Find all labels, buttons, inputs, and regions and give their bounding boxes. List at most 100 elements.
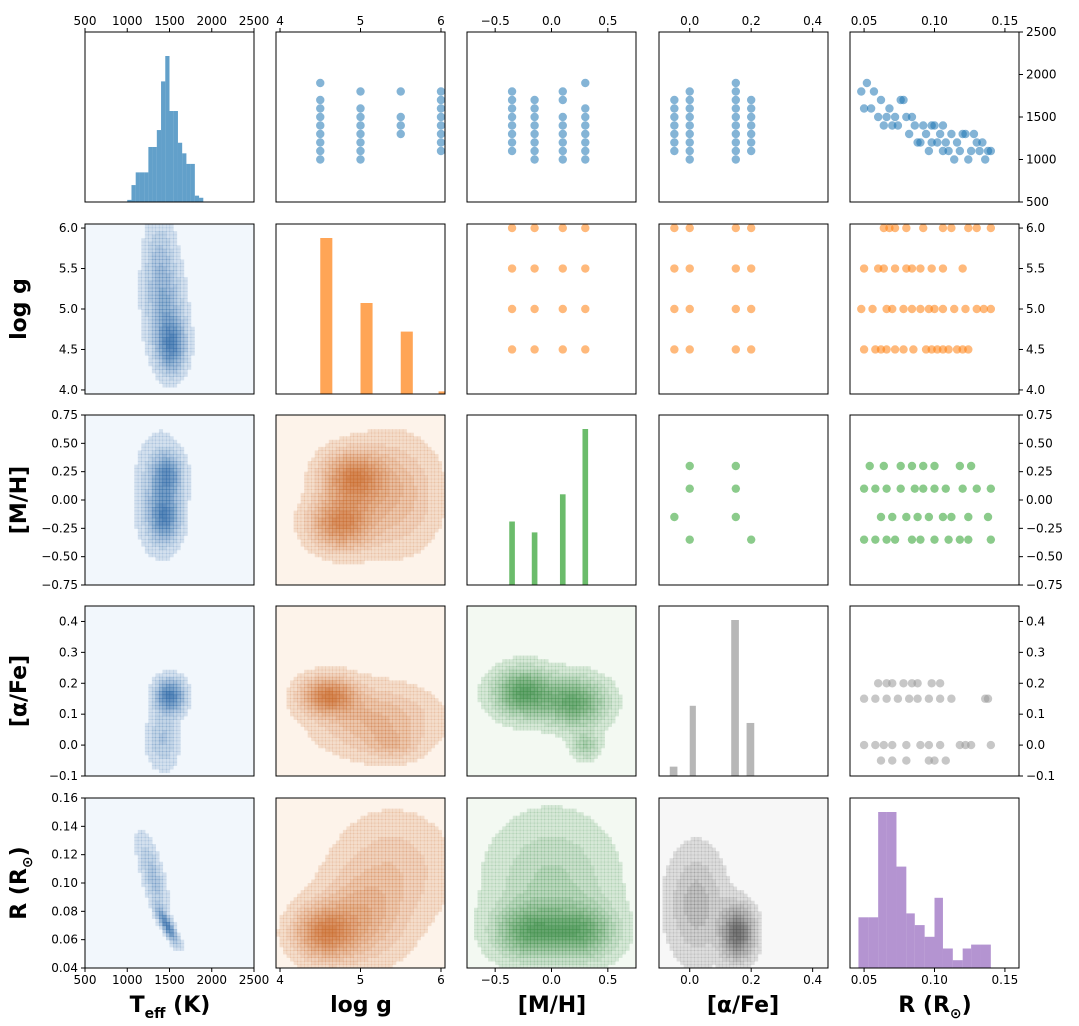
kde-cell — [346, 439, 351, 444]
kde-cell — [173, 538, 178, 544]
hist-bar-logg — [360, 303, 373, 394]
kde-cell — [533, 680, 539, 685]
kde-cell — [307, 669, 312, 674]
kde-cell — [151, 715, 157, 720]
kde-cell — [353, 503, 358, 508]
kde-cell — [512, 655, 517, 660]
kde-cell — [356, 485, 362, 490]
kde-cell — [423, 740, 428, 745]
kde-cell — [558, 726, 563, 731]
kde-cell — [590, 744, 595, 749]
kde-cell — [420, 733, 425, 738]
kde-cell — [311, 485, 316, 490]
kde-cell — [512, 669, 517, 674]
kde-cell — [173, 312, 178, 317]
kde-cell — [165, 489, 171, 494]
kde-cell — [311, 535, 316, 540]
kde-cell — [339, 712, 344, 717]
kde-cell — [173, 737, 178, 742]
kde-cell — [335, 726, 340, 731]
kde-cell — [502, 715, 507, 720]
kde-cell — [158, 255, 164, 261]
kde-cell — [144, 879, 149, 884]
kde-cell — [165, 301, 171, 307]
kde-cell — [148, 255, 153, 261]
kde-cell — [321, 524, 326, 529]
scatter-point-logg — [558, 264, 567, 273]
scatter-point-logg — [670, 224, 679, 233]
scatter-point-teff — [950, 155, 959, 164]
kde-cell — [427, 492, 432, 498]
kde-cell — [151, 340, 157, 346]
kde-cell — [148, 358, 153, 363]
kde-cell — [360, 722, 365, 728]
kde-cell — [392, 439, 397, 444]
kde-cell — [378, 489, 383, 494]
kde-cell — [600, 705, 605, 710]
kde-cell — [530, 719, 535, 724]
kde-cell — [144, 847, 149, 852]
kde-cell — [395, 712, 400, 717]
kde-cell — [155, 475, 160, 480]
kde-cell — [307, 691, 312, 696]
kde-cell — [533, 712, 539, 717]
kde-cell — [318, 446, 323, 452]
kde-cell — [304, 492, 309, 498]
kde-cell — [420, 524, 425, 529]
kde-cell — [406, 758, 411, 763]
kde-cell — [367, 457, 372, 462]
kde-cell — [162, 914, 167, 920]
kde-cell — [600, 708, 605, 713]
kde-cell — [158, 683, 164, 689]
kde-cell — [597, 719, 602, 724]
scatter-point-logg — [731, 224, 741, 233]
kde-cell — [318, 719, 323, 724]
kde-cell — [293, 524, 298, 529]
kde-cell — [530, 683, 535, 689]
kde-cell — [381, 453, 386, 459]
kde-cell — [300, 500, 305, 505]
kde-cell — [314, 489, 319, 494]
kde-cell — [332, 683, 337, 689]
kde-cell — [512, 662, 517, 667]
kde-cell — [367, 546, 372, 551]
kde-cell — [434, 729, 439, 735]
kde-cell — [576, 680, 581, 685]
scatter-point-teff — [924, 146, 934, 156]
kde-cell — [155, 747, 160, 752]
kde-cell — [339, 464, 344, 469]
kde-cell — [430, 471, 436, 476]
kde-cell — [399, 744, 404, 749]
kde-cell — [342, 461, 348, 466]
kde-cell — [342, 694, 348, 699]
kde-cell — [569, 691, 574, 696]
kde-cell — [169, 676, 174, 681]
kde-cell — [158, 485, 164, 490]
scatter-point-logg — [907, 304, 917, 314]
kde-cell — [502, 666, 507, 671]
kde-cell — [162, 726, 167, 731]
kde-cell — [360, 535, 365, 540]
panel-frame — [658, 223, 829, 395]
kde-background — [85, 224, 254, 394]
kde-cell — [162, 326, 167, 331]
kde-cell — [339, 691, 344, 696]
kde-cell — [307, 510, 312, 515]
kde-cell — [364, 450, 369, 455]
kde-cell — [586, 673, 591, 678]
kde-cell — [409, 524, 414, 529]
scatter-point-mh — [913, 512, 922, 522]
kde-cell — [526, 662, 531, 667]
kde-cell — [176, 376, 181, 381]
kde-cell — [385, 535, 390, 540]
kde-cell — [392, 524, 397, 529]
scatter-point-teff — [530, 104, 539, 113]
kde-cell — [158, 301, 164, 307]
kde-cell — [151, 868, 157, 873]
kde-cell — [395, 510, 400, 515]
kde-cell — [165, 309, 171, 314]
kde-cell — [173, 457, 178, 462]
kde-cell — [576, 676, 581, 681]
kde-cell — [533, 655, 539, 660]
kde-cell — [523, 687, 528, 692]
